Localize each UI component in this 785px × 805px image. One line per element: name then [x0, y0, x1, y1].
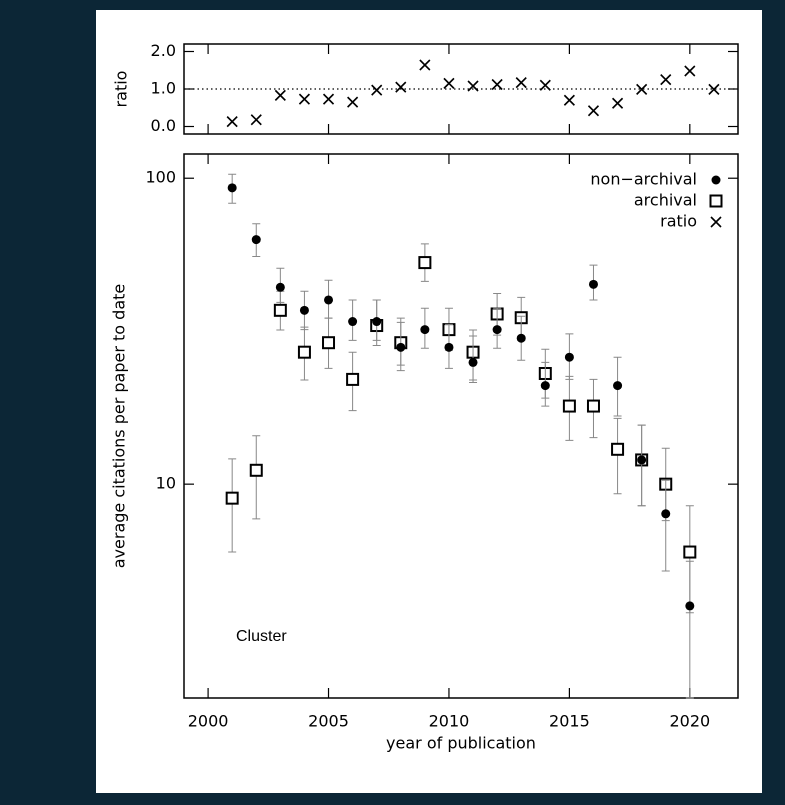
marker [492, 325, 502, 335]
x-tick-label: 2020 [669, 712, 710, 731]
legend-label: non−archival [590, 170, 697, 189]
marker [251, 235, 261, 245]
plot-frame [183, 153, 739, 699]
legend-marker [710, 216, 722, 228]
marker [250, 114, 262, 126]
marker [491, 78, 503, 91]
marker [395, 81, 407, 93]
legend-label: archival [634, 191, 697, 210]
marker [346, 372, 360, 386]
error-bar [685, 560, 694, 699]
marker [275, 282, 285, 292]
y-tick-label: 2.0 [151, 41, 176, 60]
marker [347, 96, 359, 108]
legend-marker [709, 194, 723, 208]
marker [299, 305, 309, 315]
error-bar [661, 479, 670, 572]
x-tick-label: 2010 [429, 712, 470, 731]
panel [96, 10, 762, 793]
marker [249, 463, 263, 477]
error-bar [252, 435, 261, 520]
legend-label: ratio [660, 212, 697, 231]
x-tick-label: 2005 [308, 712, 349, 731]
marker [637, 455, 647, 465]
y-tick-label: 0.0 [151, 116, 176, 135]
y-tick-label: 100 [145, 168, 176, 187]
error-bar [228, 458, 237, 553]
marker [420, 325, 430, 335]
marker [540, 381, 550, 391]
x-axis-label: year of publication [386, 734, 536, 753]
marker [297, 345, 311, 359]
marker [419, 59, 431, 71]
y-axis-label: average citations per paper to date [110, 284, 129, 569]
marker [418, 256, 432, 270]
marker [564, 352, 574, 362]
marker [708, 83, 720, 95]
marker [636, 83, 648, 95]
marker [611, 442, 625, 456]
y-tick-label: 1.0 [151, 79, 176, 98]
marker [298, 93, 311, 105]
marker [685, 601, 695, 611]
y-tick-label: 10 [156, 474, 176, 493]
marker [443, 77, 455, 89]
marker [225, 491, 239, 505]
marker [516, 333, 526, 343]
marker [683, 545, 697, 559]
marker [588, 279, 598, 289]
y-axis-label: ratio [112, 71, 131, 108]
marker [226, 116, 238, 128]
marker [539, 79, 551, 91]
x-tick-label: 2000 [188, 712, 229, 731]
marker [274, 89, 286, 101]
marker [348, 317, 358, 327]
marker [396, 342, 406, 352]
marker [371, 84, 383, 96]
marker [468, 357, 478, 367]
marker [372, 317, 382, 327]
annotation: Cluster [236, 628, 287, 645]
error-bar [613, 417, 622, 495]
marker [227, 183, 237, 193]
marker [586, 399, 600, 413]
marker [611, 97, 624, 109]
marker [273, 303, 287, 317]
marker [660, 74, 672, 86]
marker [661, 509, 671, 519]
legend-marker [711, 175, 721, 185]
marker [322, 93, 335, 105]
marker [322, 336, 336, 350]
marker [467, 80, 479, 92]
marker [515, 77, 527, 89]
marker [613, 381, 623, 391]
marker [563, 94, 575, 106]
marker [587, 105, 600, 117]
marker [444, 342, 454, 352]
marker [324, 295, 334, 305]
marker [562, 399, 576, 413]
error-bar [637, 424, 646, 507]
x-tick-label: 2015 [549, 712, 590, 731]
marker [684, 65, 696, 77]
